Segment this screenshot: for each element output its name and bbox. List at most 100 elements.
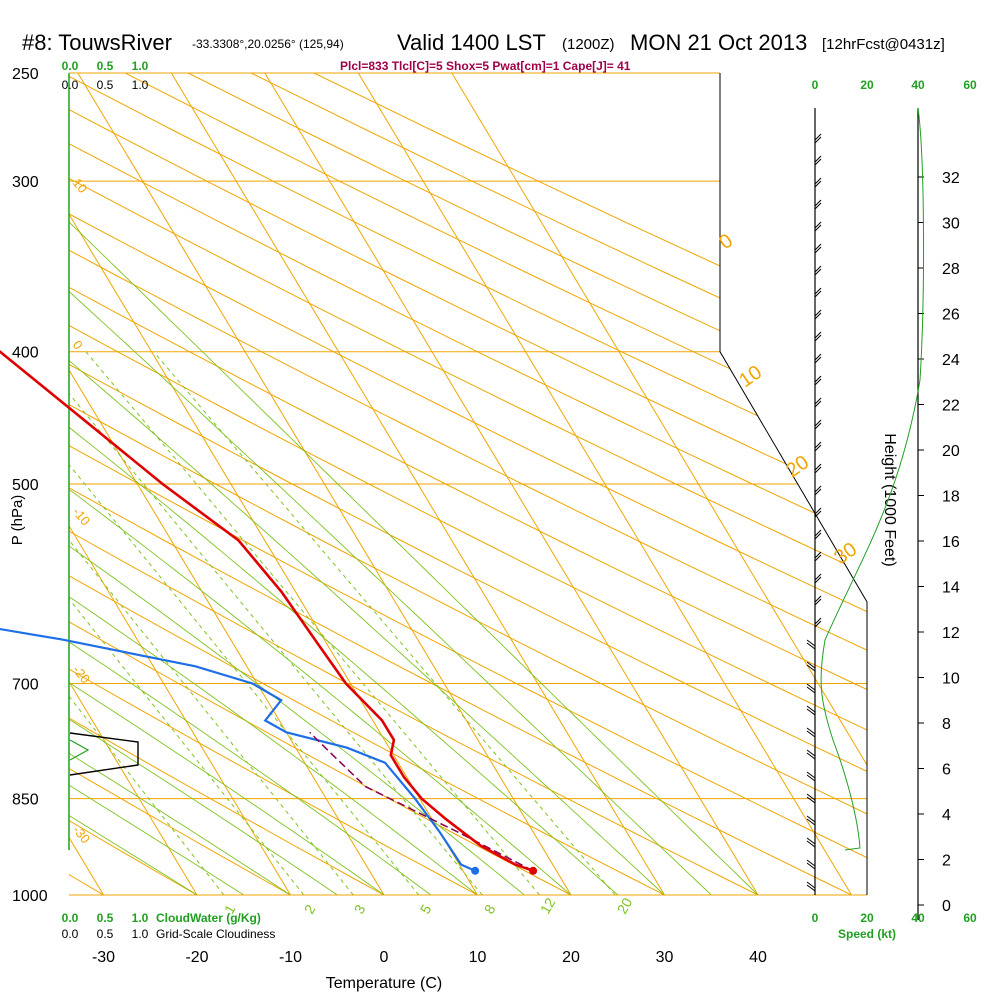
wind-barb-line <box>814 290 822 298</box>
wind-barb <box>806 683 816 694</box>
wind-barb-line <box>814 488 822 496</box>
wind-barb-line <box>814 576 822 584</box>
wind-barb <box>814 243 822 254</box>
dry-adiabat-line <box>69 73 852 895</box>
moist-adiabat-line <box>69 73 291 895</box>
cloudwater-bottom-label: 1.0 <box>132 911 149 925</box>
mixing-ratio-line <box>153 351 616 895</box>
speed-tick-label: 60 <box>963 78 977 92</box>
height-tick-label: 14 <box>942 580 960 597</box>
wind-barb-line <box>814 422 822 430</box>
temperature-tick-label: 30 <box>656 949 674 966</box>
stability-indices: Plcl=833 Tlcl[C]=5 Shox=5 Pwat[cm]=1 Cap… <box>340 59 631 73</box>
wind-barb-line <box>814 180 822 188</box>
dry-adiabat-line <box>69 73 867 895</box>
isotherm-label: 10 <box>70 175 91 196</box>
dry-adiabat-line <box>69 73 665 895</box>
wind-barb-line <box>814 551 822 559</box>
height-tick-label: 32 <box>942 170 960 187</box>
wind-barb-line <box>814 598 822 606</box>
wind-barb <box>806 771 816 782</box>
wind-barb-line <box>814 397 822 405</box>
mixing-ratio-line <box>69 351 225 895</box>
dry-adiabat-line <box>69 73 478 895</box>
wind-barb-line <box>814 356 822 364</box>
wind-barb-line <box>806 727 816 735</box>
dry-adiabat-label: 30 <box>830 538 861 569</box>
wind-barb-line <box>806 881 816 889</box>
height-tick-label: 20 <box>942 443 960 460</box>
wind-barb-line <box>806 859 816 867</box>
dry-adiabat-line <box>69 73 759 895</box>
wind-barb-line <box>814 620 822 628</box>
wind-barb <box>814 507 822 518</box>
moist-adiabat-line <box>69 73 432 895</box>
dry-adiabat-line <box>69 73 867 895</box>
wind-barb-line <box>814 202 822 210</box>
speed-tick-label: 40 <box>911 911 925 925</box>
dry-adiabat-line <box>187 73 867 895</box>
mixing-ratio-label: 8 <box>481 902 499 917</box>
dry-adiabat-label: 10 <box>735 361 766 392</box>
speed-tick-label: 20 <box>860 78 874 92</box>
dry-adiabat-line <box>69 73 867 895</box>
mixing-ratio-label: 3 <box>351 902 369 917</box>
wind-barb-line <box>814 375 822 383</box>
cloudiness-bottom-label: 0.5 <box>97 927 114 941</box>
wind-barb-line <box>814 573 822 581</box>
cloudiness-top-label: 1.0 <box>132 78 149 92</box>
chart-header: #8: TouwsRiver -33.3308°,20.0256° (125,9… <box>22 30 945 73</box>
dry-adiabat-line <box>69 73 867 895</box>
wind-barb-line <box>814 331 822 339</box>
y-axis-title: P (hPa) <box>9 495 26 546</box>
isotherm-label: -10 <box>70 504 94 528</box>
wind-barb <box>814 617 822 628</box>
wind-barb-line <box>814 554 822 562</box>
height-tick-label: 8 <box>942 716 951 733</box>
wind-barb-line <box>806 862 816 870</box>
wind-barb-line <box>814 309 822 317</box>
speed-tick-label: 40 <box>911 78 925 92</box>
height-tick-label: 12 <box>942 625 960 642</box>
cloudiness-top-label: 0.0 <box>62 78 79 92</box>
wind-barb <box>806 815 816 826</box>
wind-barb-line <box>814 133 822 141</box>
wind-barb-line <box>806 708 816 716</box>
dry-adiabat-lines <box>69 73 867 895</box>
wind-barb <box>814 419 822 430</box>
mixing-ratio-line <box>69 351 305 895</box>
dry-adiabat-line <box>69 73 291 895</box>
parcel-path <box>309 731 534 872</box>
surface-temp-marker <box>529 866 538 875</box>
isotherm-line <box>69 73 198 895</box>
wind-barb-line <box>814 441 822 449</box>
temperature-tick-label: -10 <box>279 949 302 966</box>
wind-barb <box>814 331 822 342</box>
wind-barb-line <box>814 177 822 185</box>
mixing-ratio-lines <box>69 351 616 895</box>
pressure-tick-label: 1000 <box>12 888 48 905</box>
wind-barb-line <box>806 815 816 823</box>
wind-barb <box>814 155 822 166</box>
moist-adiabat-line <box>69 73 712 895</box>
wind-barb-line <box>806 683 816 691</box>
wind-barb-line <box>806 686 816 694</box>
wind-barb-line <box>814 617 822 625</box>
pressure-tick-label: 500 <box>12 477 39 494</box>
wind-barb <box>806 837 816 848</box>
dry-adiabat-label: 20 <box>782 451 813 482</box>
temperature-tick-label: -20 <box>185 949 208 966</box>
wind-barb-line <box>814 353 822 361</box>
wind-barb-line <box>814 595 822 603</box>
wind-barb-line <box>806 730 816 738</box>
cloudwater-top-label: 1.0 <box>132 59 149 73</box>
wind-barb <box>814 265 822 276</box>
wind-speed-trace <box>820 107 925 851</box>
cloudiness-trace <box>69 732 139 776</box>
cloudwater-trace <box>69 739 90 761</box>
isotherm-line <box>0 73 10 895</box>
wind-barb-line <box>814 463 822 471</box>
wind-barb-line <box>806 664 816 672</box>
mixing-ratio-line <box>69 351 420 895</box>
